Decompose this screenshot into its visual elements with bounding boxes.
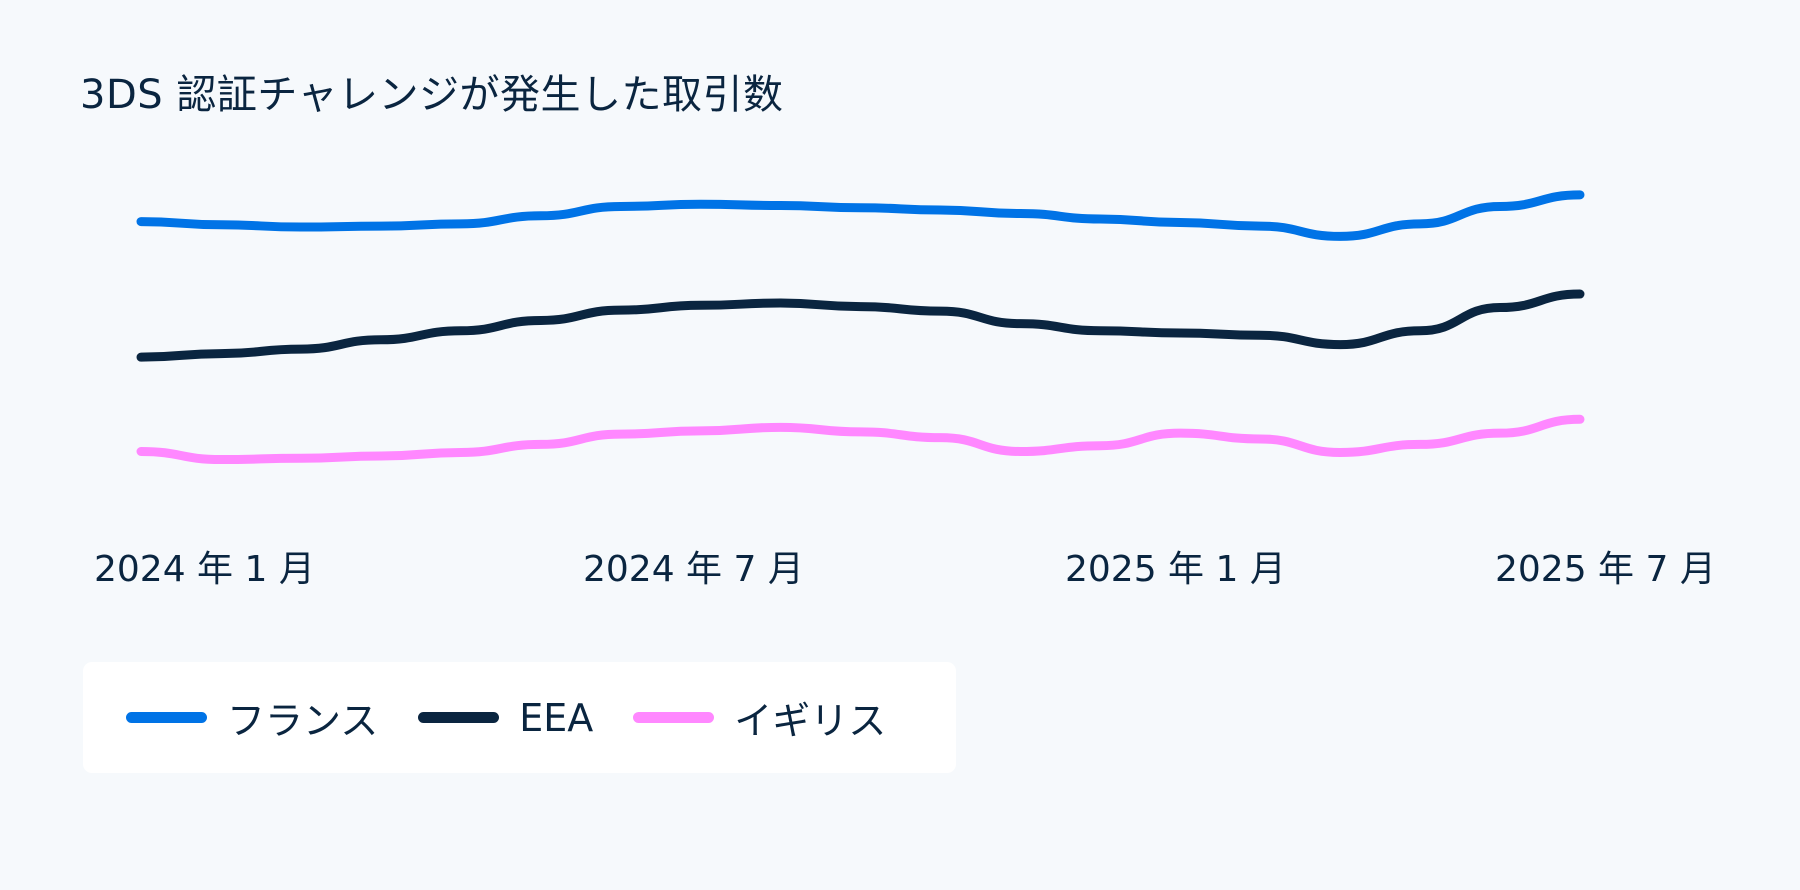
x-tick-label: 2025 年 1 月 [1065, 549, 1286, 590]
legend-label: イギリス [734, 699, 887, 743]
legend-item-eea[interactable]: EEA [418, 696, 593, 740]
series-line-2 [136, 414, 1585, 465]
legend-label: フランス [227, 699, 379, 743]
legend: フランス EEA イギリス [83, 662, 956, 773]
line-chart [136, 190, 1585, 465]
x-tick-label: 2024 年 7 月 [583, 549, 804, 590]
legend-item-france[interactable]: フランス [126, 690, 378, 745]
series-line-0 [136, 190, 1585, 241]
chart-title: 3DS 認証チャレンジが発生した取引数 [80, 72, 784, 118]
x-tick-label: 2025 年 7 月 [1495, 549, 1716, 590]
legend-swatch [633, 712, 715, 723]
legend-swatch [126, 712, 207, 723]
series-line-1 [136, 289, 1585, 362]
legend-swatch [418, 712, 500, 723]
x-tick-label: 2024 年 1 月 [94, 549, 315, 590]
legend-label: EEA [519, 695, 594, 740]
legend-item-uk[interactable]: イギリス [633, 690, 886, 745]
